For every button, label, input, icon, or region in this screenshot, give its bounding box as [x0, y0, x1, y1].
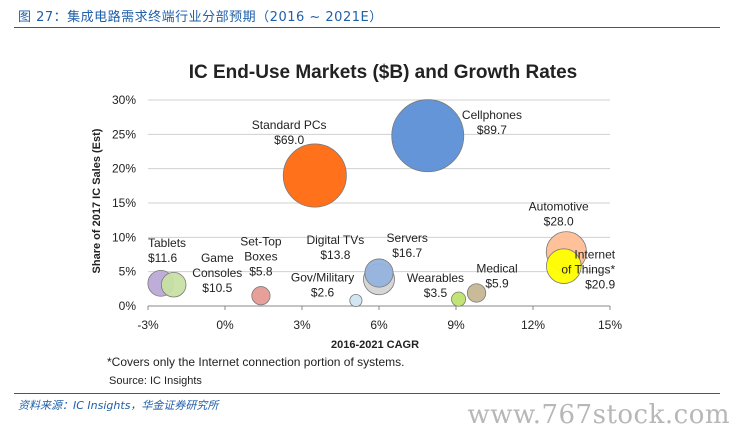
bubble-label: Cellphones $89.7: [462, 108, 522, 137]
x-tick-label: -3%: [137, 318, 159, 332]
bubble-label-line: $2.6: [311, 285, 335, 299]
bubble-label-line: $5.8: [249, 265, 273, 279]
bubble-label-line: $11.6: [148, 251, 177, 265]
bubble-label-line: Boxes: [244, 250, 277, 264]
bubble-label: Standard PCs $69.0: [252, 118, 327, 147]
x-axis-title: 2016-2021 CAGR: [331, 339, 419, 351]
bubble-label-line: $10.5: [202, 281, 232, 295]
y-tick-label: 25%: [112, 127, 136, 141]
bubble-label-line: $89.7: [477, 123, 507, 137]
bubble-label: Tablets $11.6: [148, 236, 186, 265]
bubble-label-line: Set-Top: [240, 235, 282, 249]
bubble-label-line: Automotive: [529, 200, 589, 214]
bubble-circle: [546, 248, 582, 284]
bubble-label-line: Digital TVs: [306, 233, 364, 247]
x-tick-label: 15%: [598, 318, 622, 332]
x-tick-label: 9%: [447, 318, 465, 332]
y-tick-label: 0%: [119, 299, 137, 313]
bubble-label-line: Tablets: [148, 236, 186, 250]
source-line: 资料来源：IC Insights，华金证券研究所: [18, 399, 219, 412]
bubble-cellphones: [391, 99, 465, 173]
y-tick-label: 10%: [112, 230, 136, 244]
bubble-circle: [466, 283, 487, 303]
top-rule: [14, 27, 720, 28]
bubble-digital-tvs: [364, 258, 394, 288]
bubble-circle: [349, 293, 363, 308]
watermark: www.767stock.com: [467, 400, 730, 430]
bubble-circle: [364, 258, 394, 288]
bubble-label: Gov/Military $2.6: [291, 270, 354, 299]
bubble-circle: [451, 291, 467, 307]
bubble-label-line: Medical: [476, 261, 517, 275]
bubbles: [147, 99, 587, 308]
bubble-label: Set-Top Boxes $5.8: [240, 235, 282, 279]
bubble-circle: [251, 286, 271, 306]
bubble-wearables: [451, 291, 467, 307]
bubble-internet-of-things: [546, 248, 582, 284]
bubble-label: Servers $16.7: [387, 231, 428, 260]
chart-source: Source: IC Insights: [109, 375, 202, 387]
bubble-label-line: Cellphones: [462, 108, 522, 122]
footnote: *Covers only the Internet connection por…: [107, 355, 405, 369]
bubble-label-line: Servers: [387, 231, 428, 245]
bubble-label: Digital TVs $13.8: [306, 233, 364, 262]
bubble-label: Automotive $28.0: [529, 200, 589, 229]
chart-title: IC End-Use Markets ($B) and Growth Rates: [189, 62, 578, 83]
x-tick-label: 3%: [293, 318, 311, 332]
bubble-medical: [466, 283, 487, 303]
y-tick-label: 5%: [119, 265, 137, 279]
bubble-gov-military: [349, 293, 363, 308]
bubble-set-top-boxes: [251, 286, 271, 306]
x-tick-label: 12%: [521, 318, 545, 332]
y-tick-label: 30%: [112, 93, 136, 107]
bubble-label-line: of Things*: [561, 263, 615, 277]
bottom-rule: [14, 393, 720, 394]
figure-title: 图 27：集成电路需求终端行业分部预期（2016 ~ 2021E）: [18, 10, 383, 25]
bubble-label-line: Standard PCs: [252, 118, 327, 132]
bubble-label-line: Gov/Military: [291, 270, 354, 284]
bubble-label-line: Consoles: [192, 266, 242, 280]
bubble-label-line: $28.0: [544, 215, 574, 229]
bubble-standard-pcs: [282, 143, 347, 208]
y-tick-label: 20%: [112, 162, 136, 176]
bubble-circle: [391, 99, 465, 173]
bubble-label-line: Game: [201, 251, 234, 265]
bubble-label: Game Consoles $10.5: [192, 251, 242, 295]
bubble-label-line: $16.7: [392, 246, 422, 260]
bubble-label-line: Internet: [574, 248, 615, 262]
x-tick-label: 6%: [370, 318, 388, 332]
x-tick-label: 0%: [216, 318, 234, 332]
bubble-circle: [282, 143, 347, 208]
bubble-label-line: Wearables: [407, 271, 464, 285]
bubble-label-line: $5.9: [485, 276, 509, 290]
y-axis-title: Share of 2017 IC Sales (Est): [91, 128, 103, 273]
bubble-label-line: $3.5: [424, 286, 448, 300]
bubble-label-line: $20.9: [585, 278, 615, 292]
bubble-label-line: $69.0: [274, 133, 304, 147]
bubble-circle: [160, 271, 187, 298]
bubble-label: Medical $5.9: [476, 261, 517, 290]
bubble-label: Wearables $3.5: [407, 271, 464, 300]
axes: 0%5%10%15%20%25%30%-3% 0% 3% 6% 9% 12% 15%: [112, 93, 622, 332]
bubble-label: Internet of Things* $20.9: [561, 248, 615, 292]
bubble-game-consoles: [160, 271, 187, 298]
bubble-label-line: $13.8: [320, 248, 350, 262]
y-tick-label: 15%: [112, 196, 136, 210]
